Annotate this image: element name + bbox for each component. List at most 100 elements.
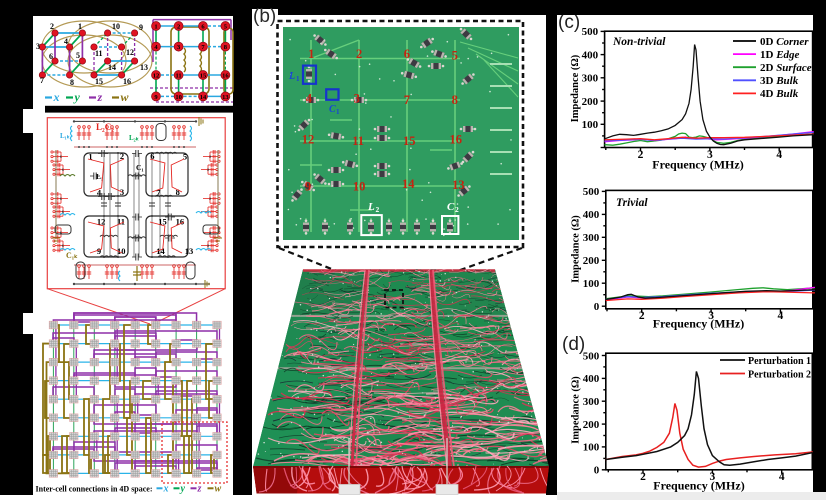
svg-text:14: 14 [402,177,415,191]
svg-text:100: 100 [583,278,600,290]
svg-text:C: C [329,104,336,115]
svg-text:Perturbation 2: Perturbation 2 [748,370,811,381]
svg-text:2: 2 [376,205,380,214]
svg-text:500: 500 [582,26,599,38]
svg-text:7: 7 [40,76,44,85]
svg-text:1: 1 [308,47,314,61]
svg-text:400: 400 [583,209,600,221]
svg-text:100: 100 [583,442,600,454]
svg-text:400: 400 [582,49,599,61]
svg-text:Bulk: Bulk [775,88,799,100]
svg-text:1: 1 [78,22,82,31]
svg-text:11: 11 [352,134,364,148]
svg-text:9: 9 [154,94,158,101]
svg-text:14: 14 [156,246,165,256]
svg-text:200: 200 [583,419,600,431]
svg-text:z: z [97,90,103,104]
svg-text:3: 3 [177,44,181,51]
svg-text:Impedance (Ω): Impedance (Ω) [570,54,581,122]
svg-text:4: 4 [306,91,313,105]
svg-text:16: 16 [123,77,131,86]
svg-text:5: 5 [452,49,458,63]
svg-text:Surface: Surface [776,62,812,74]
svg-text:0: 0 [594,465,600,477]
svg-text:Inter-cell connections in 4D s: Inter-cell connections in 4D space: [36,485,153,494]
svg-text:15: 15 [158,216,167,226]
svg-text:1: 1 [88,152,92,162]
svg-text:500: 500 [583,186,600,198]
svg-text:2: 2 [638,149,644,161]
svg-text:12: 12 [153,73,160,80]
svg-text:3D: 3D [760,75,774,87]
svg-text:10: 10 [112,22,120,31]
svg-text:14: 14 [108,63,116,72]
svg-text:3: 3 [354,91,360,105]
svg-text:Impedance (Ω): Impedance (Ω) [571,215,582,283]
svg-text:y: y [73,90,81,104]
svg-text:C₁: C₁ [136,163,144,172]
svg-text:Trivial: Trivial [616,197,648,209]
svg-text:3: 3 [707,149,713,161]
svg-text:10: 10 [353,179,366,193]
svg-text:Non-trivial: Non-trivial [612,36,666,48]
svg-text:(b): (b) [253,6,276,27]
svg-text:11: 11 [95,49,103,58]
svg-text:6: 6 [150,151,154,161]
svg-text:2D: 2D [760,62,774,74]
svg-text:200: 200 [582,96,599,108]
svg-text:6: 6 [49,52,53,61]
svg-text:2: 2 [356,47,362,61]
svg-text:11: 11 [117,216,125,226]
svg-text:Edge: Edge [775,49,799,61]
svg-text:15: 15 [95,77,103,86]
svg-text:z: z [197,484,202,495]
svg-text:C₁ₖ: C₁ₖ [66,251,78,260]
svg-text:C: C [447,201,455,213]
svg-text:Bulk: Bulk [775,75,799,87]
svg-text:16: 16 [176,216,185,226]
svg-text:12: 12 [302,132,315,146]
svg-text:9: 9 [305,179,311,193]
svg-text:1D: 1D [760,49,774,61]
svg-text:L₁: L₁ [96,172,103,181]
svg-text:9: 9 [139,23,143,32]
svg-text:300: 300 [583,232,600,244]
svg-text:13: 13 [185,246,194,256]
svg-text:10: 10 [117,246,126,256]
svg-text:7: 7 [404,93,410,107]
svg-text:5: 5 [224,24,228,31]
svg-text:16: 16 [449,132,462,146]
svg-text:3: 3 [36,42,40,51]
svg-text:Frequency (MHz): Frequency (MHz) [652,158,743,172]
svg-text:w: w [121,90,130,104]
svg-text:11: 11 [176,73,182,80]
svg-text:13: 13 [452,178,465,192]
svg-text:L₂ₖ: L₂ₖ [129,134,139,142]
svg-text:8: 8 [176,187,180,197]
svg-text:0: 0 [594,301,600,313]
svg-text:4: 4 [778,310,784,322]
svg-text:Corner: Corner [776,36,809,48]
svg-text:12: 12 [126,48,134,57]
svg-text:L: L [367,201,375,213]
svg-text:6: 6 [201,24,205,31]
svg-text:13: 13 [140,63,148,72]
svg-text:Perturbation 1: Perturbation 1 [748,356,811,367]
svg-text:x: x [163,484,169,495]
svg-text:7: 7 [156,187,161,197]
svg-text:4: 4 [779,471,785,483]
svg-text:1: 1 [154,24,157,31]
svg-text:4: 4 [97,187,102,197]
svg-text:1: 1 [296,75,300,83]
svg-text:3: 3 [708,310,714,322]
svg-text:9: 9 [97,246,101,256]
svg-text:(c): (c) [558,12,580,33]
svg-text:300: 300 [583,396,600,408]
svg-text:2: 2 [639,310,645,322]
svg-text:14: 14 [200,94,207,101]
svg-text:4: 4 [154,44,158,51]
svg-text:2: 2 [50,22,54,31]
svg-text:2: 2 [640,471,646,483]
svg-text:10: 10 [175,94,182,101]
svg-text:4: 4 [776,149,782,161]
